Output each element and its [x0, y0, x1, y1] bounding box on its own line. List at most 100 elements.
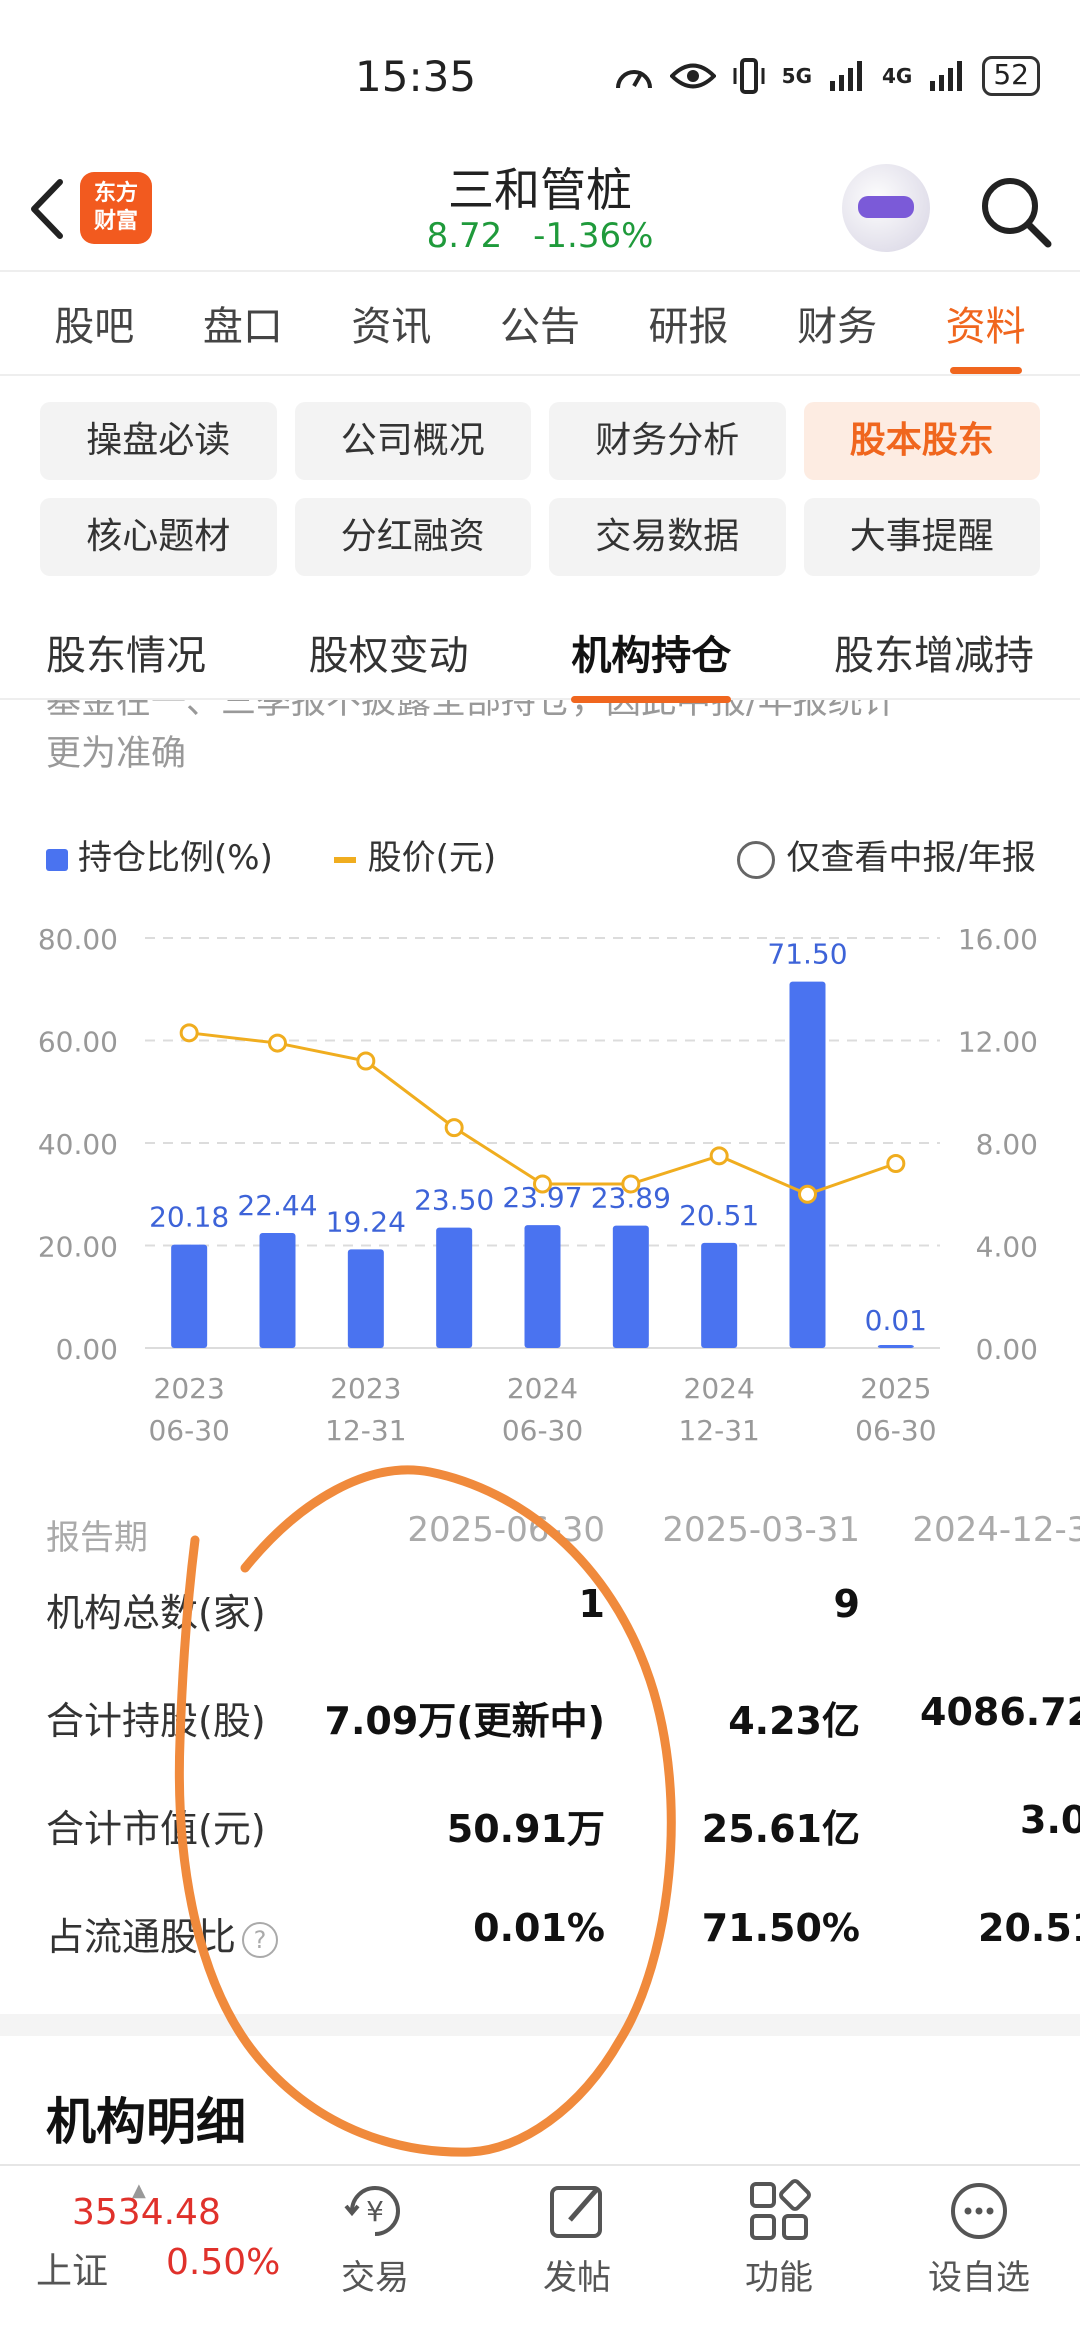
category-button-trading-must-read[interactable]: 操盘必读 — [40, 402, 277, 480]
row-label: 合计持股(股) — [46, 1699, 266, 1743]
report-period-label: 报告期 — [46, 1518, 148, 1558]
nav-functions[interactable]: 功能 — [699, 2176, 859, 2299]
subtab-equity-changes[interactable]: 股权变动 — [308, 633, 469, 679]
signal-icon-2 — [930, 61, 963, 91]
category-button-events[interactable]: 大事提醒 — [803, 498, 1040, 576]
table-cell: 20.51 — [978, 1906, 1080, 1950]
help-icon[interactable]: ? — [242, 1921, 279, 1958]
tab-announcements[interactable]: 公告 — [499, 304, 580, 350]
category-button-shareholders[interactable]: 股本股东 — [803, 402, 1040, 480]
tab-guba[interactable]: 股吧 — [54, 304, 135, 350]
semiannual-filter-label: 仅查看中报/年报 — [786, 838, 1036, 878]
shareholder-subtabs: 股东情况 股权变动 机构持仓 股东增减持 — [0, 606, 1080, 703]
x-tick-label: 2024 — [684, 1372, 755, 1405]
table-row: 机构总数(家) 1 9 2 — [0, 1582, 1080, 1642]
vibrate-icon — [733, 58, 765, 94]
holding-ratio-bar — [877, 1345, 914, 1348]
category-button-dividends[interactable]: 分红融资 — [294, 498, 531, 576]
eye-icon — [669, 63, 716, 89]
table-cell: 71.50% — [701, 1906, 860, 1950]
caret-up-icon: ▲ — [132, 2180, 146, 2201]
bar-data-label: 22.44 — [237, 1189, 317, 1222]
subtab-holding-changes[interactable]: 股东增减持 — [833, 633, 1034, 679]
speed-icon — [615, 70, 652, 89]
back-arrow-icon[interactable] — [22, 174, 72, 244]
nav-functions-label: 功能 — [745, 2258, 813, 2298]
y-right-tick-label: 4.00 — [976, 1231, 1038, 1264]
nav-post[interactable]: 发帖 — [497, 2176, 657, 2299]
bar-data-label: 0.01 — [865, 1304, 927, 1337]
chart-legend: 持仓比例(%) 股价(元) 仅查看中报/年报 — [46, 830, 1036, 880]
tab-news[interactable]: 资讯 — [351, 304, 432, 350]
x-tick-label: 12-31 — [325, 1414, 406, 1447]
disclosure-notice: 基金在一、三季报不披露全部持仓，因此中报/年报统计 更为准确 — [46, 690, 1036, 800]
trade-yen-icon: ¥ — [344, 2186, 400, 2236]
y-left-tick-label: 20.00 — [38, 1231, 118, 1264]
tab-pankou[interactable]: 盘口 — [202, 304, 283, 350]
line-legend-label: 股价(元) — [367, 838, 497, 878]
tab-profile[interactable]: 资料 — [946, 294, 1026, 374]
table-cell: 9 — [833, 1582, 860, 1626]
x-tick-label: 2023 — [154, 1372, 225, 1405]
subtab-institutional-holdings[interactable]: 机构持仓 — [571, 623, 732, 703]
edit-icon — [550, 2186, 602, 2238]
share-price-point — [268, 1033, 287, 1053]
row-label: 机构总数(家) — [46, 1591, 266, 1635]
index-change: 0.50% — [166, 2242, 281, 2283]
category-button-company-overview[interactable]: 公司概况 — [294, 402, 531, 480]
signal-icon — [830, 61, 863, 91]
y-right-tick-label: 0.00 — [976, 1333, 1038, 1366]
bar-legend-swatch — [46, 848, 68, 871]
nav-add-watchlist-label: 设自选 — [928, 2258, 1030, 2298]
grid-icon — [750, 2179, 811, 2240]
share-price-point — [533, 1174, 552, 1194]
category-button-core-themes[interactable]: 核心题材 — [40, 498, 277, 576]
tab-finance[interactable]: 财务 — [797, 304, 878, 350]
bar-data-label: 23.50 — [414, 1184, 494, 1217]
stock-change: -1.36% — [533, 216, 654, 256]
nav-post-label: 发帖 — [543, 2258, 611, 2298]
holdings-summary-table: 报告期 2025-06-30 2025-03-31 2024-12-31 机构总… — [0, 1500, 1080, 2000]
holding-ratio-bar — [347, 1249, 384, 1348]
y-left-tick-label: 60.00 — [38, 1026, 118, 1059]
index-name: 上证 — [36, 2251, 109, 2292]
profile-category-grid: 操盘必读 公司概况 财务分析 股本股东 核心题材 分红融资 交易数据 大事提醒 — [40, 402, 1040, 576]
nav-trade[interactable]: ¥ 交易 — [295, 2176, 455, 2299]
category-button-trading-data[interactable]: 交易数据 — [549, 498, 786, 576]
table-cell: 4086.72 — [920, 1690, 1080, 1734]
row-label: 合计市值(元) — [46, 1807, 266, 1851]
nav-trade-label: 交易 — [341, 2258, 409, 2298]
section-divider — [0, 2014, 1080, 2036]
table-row: 占流通股比? 0.01% 71.50% 20.51 — [0, 1906, 1080, 1966]
tab-research[interactable]: 研报 — [648, 304, 729, 350]
share-price-point — [798, 1184, 817, 1204]
app-logo[interactable]: 东方 财富 — [80, 172, 152, 244]
share-price-point — [709, 1146, 729, 1166]
table-cell: 3.01 — [1020, 1798, 1080, 1842]
holding-ratio-bar — [436, 1227, 473, 1348]
nav-add-watchlist[interactable]: 设自选 — [899, 2176, 1059, 2299]
share-price-point — [621, 1174, 641, 1194]
share-price-point — [356, 1051, 376, 1071]
bar-data-label: 20.18 — [149, 1201, 229, 1234]
x-tick-label: 2025 — [860, 1372, 931, 1405]
subtab-shareholders[interactable]: 股东情况 — [46, 633, 206, 679]
search-icon[interactable] — [976, 172, 1056, 252]
radio-icon — [736, 840, 775, 879]
holdings-chart: 0.00 20.00 40.00 60.00 80.00 0.00 4.00 8.00 12.0… — [38, 923, 1038, 1447]
clock: 15:35 — [355, 52, 477, 101]
main-tabs: 股吧 盘口 资讯 公告 研报 财务 资料 — [0, 272, 1080, 376]
semiannual-filter-toggle[interactable]: 仅查看中报/年报 — [736, 830, 1036, 879]
x-tick-label: 06-30 — [855, 1414, 936, 1447]
bar-data-label: 19.24 — [326, 1205, 406, 1238]
holding-ratio-bar — [789, 981, 826, 1348]
status-bar: 15:35 5G 4G 52 — [0, 0, 1080, 150]
network-5g-label: 5G — [781, 64, 813, 88]
line-legend-swatch — [333, 856, 356, 863]
y-left-tick-label: 0.00 — [56, 1333, 118, 1366]
share-price-point — [179, 1023, 199, 1043]
y-right-tick-label: 12.00 — [958, 1026, 1038, 1059]
holding-ratio-bar — [701, 1242, 738, 1348]
robot-assistant-icon[interactable] — [842, 164, 930, 252]
category-button-financial-analysis[interactable]: 财务分析 — [549, 402, 786, 480]
